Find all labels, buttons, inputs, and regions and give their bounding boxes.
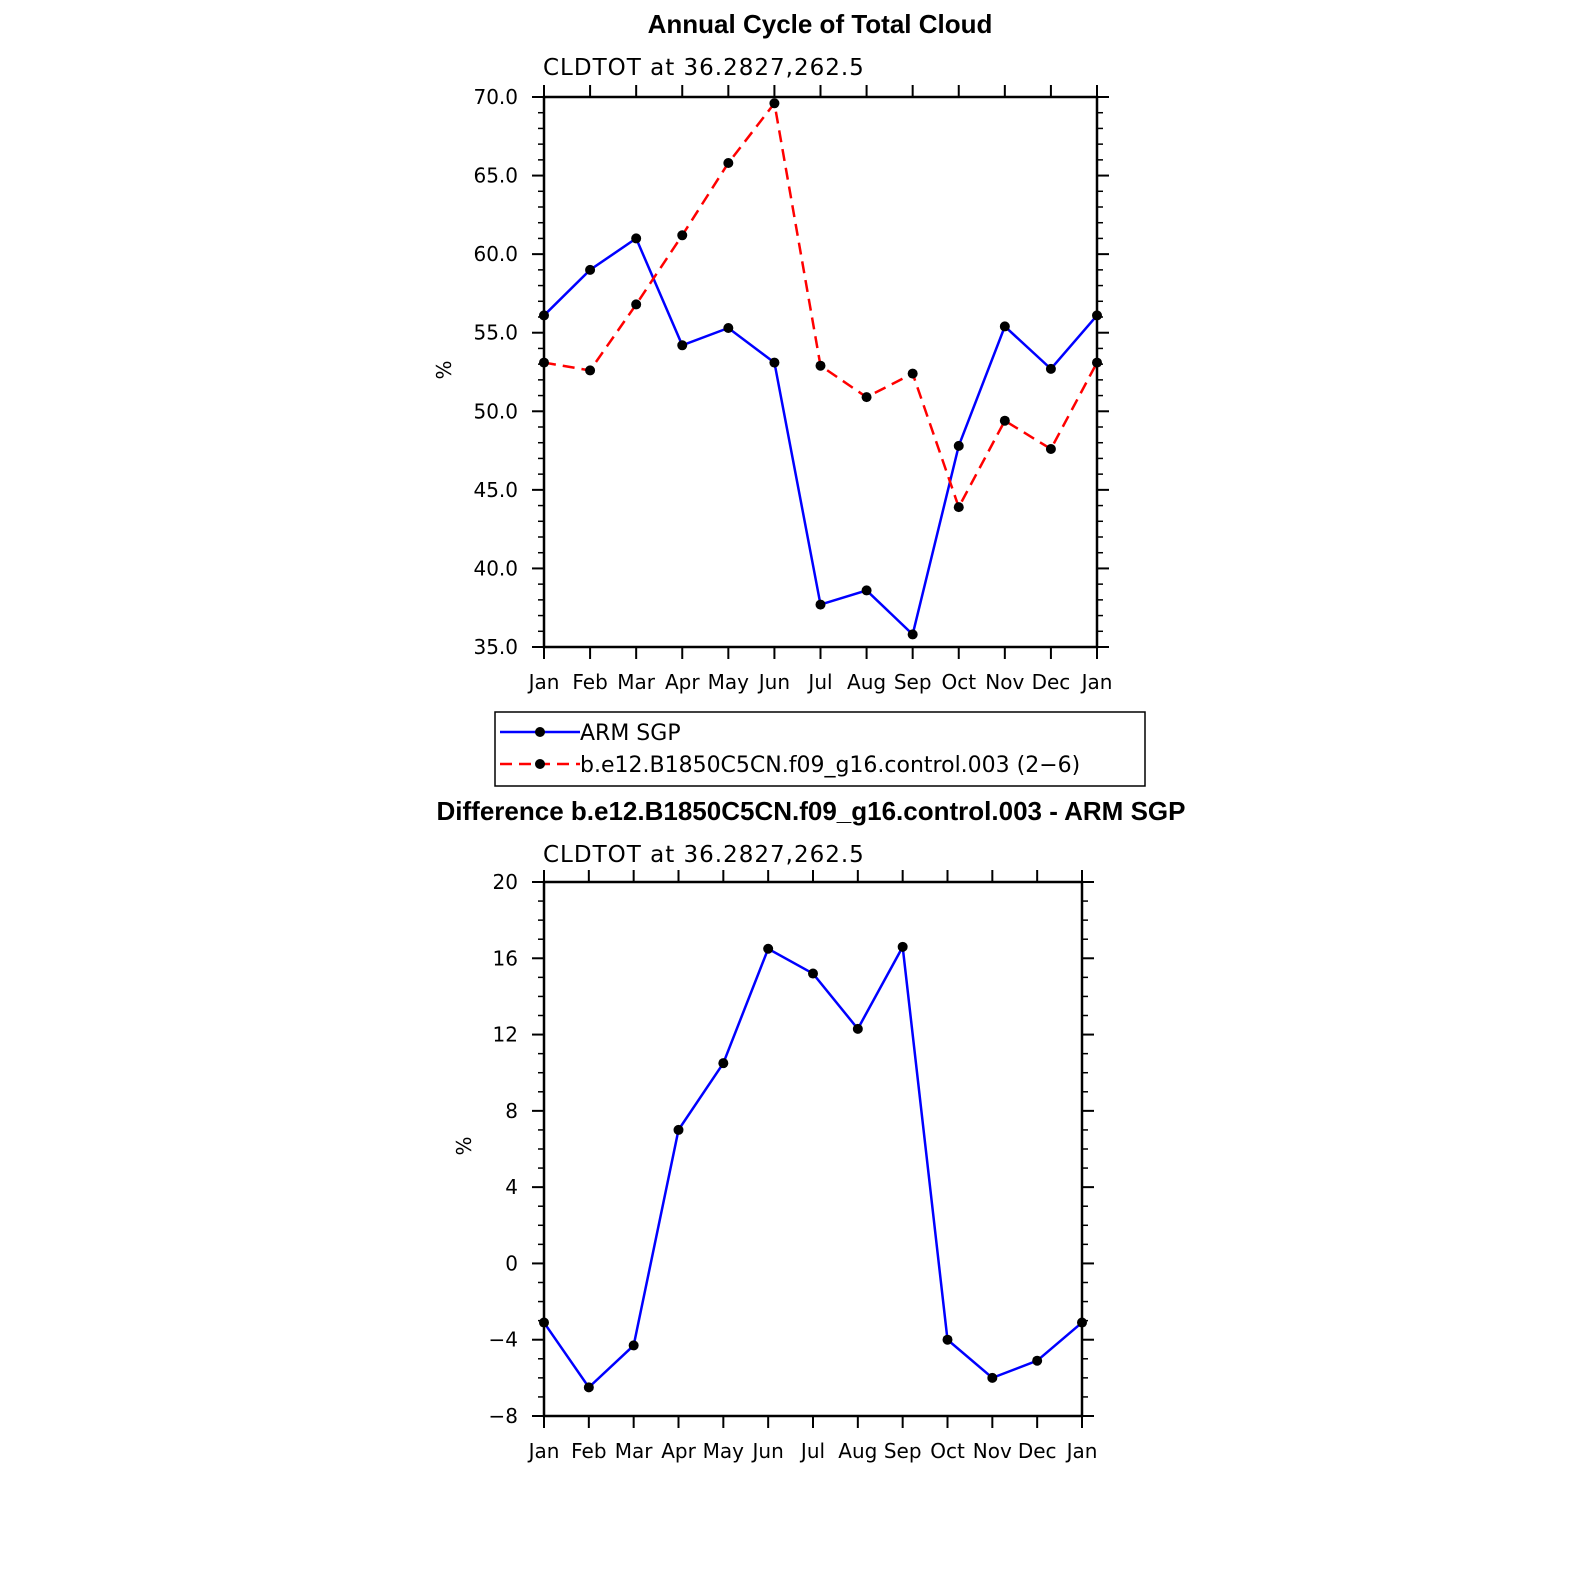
chart2-series-0-point: [763, 943, 774, 954]
chart2-frame: [542, 880, 1084, 1418]
chart1-xtick-label: Sep: [894, 670, 932, 694]
chart1-series-0-point: [769, 357, 780, 368]
legend-box: [494, 711, 1146, 787]
chart1-ytick-label: 55.0: [473, 321, 518, 345]
chart1-xtick-label: Feb: [572, 670, 607, 694]
chart1-title: Annual Cycle of Total Cloud: [648, 9, 993, 39]
chart2-series-0-point: [583, 1382, 594, 1393]
chart2-series-0-point: [808, 968, 818, 979]
chart2-series-0-point: [897, 941, 908, 952]
chart2-ylabel: %: [452, 1136, 476, 1155]
chart1-xtick-label: Aug: [847, 670, 886, 694]
legend-label-1: b.e12.B1850C5CN.f09_g16.control.003 (2−6…: [580, 753, 1080, 778]
chart1-legend: ARM SGP b.e12.B1850C5CN.f09_g16.control.0…: [494, 711, 1146, 787]
chart1-series-line-0: [543, 236, 1098, 637]
chart1-series-1-point: [953, 502, 964, 513]
chart2-xtick-label: Aug: [838, 1439, 877, 1463]
chart2-subtitle: CLDTOT at 36.2827,262.5: [543, 842, 865, 868]
chart2-series-0-point: [628, 1340, 639, 1351]
chart1-xtick-label: Nov: [985, 670, 1024, 694]
chart2-xtick-label: Oct: [930, 1439, 965, 1463]
chart1-series-1-point: [631, 299, 642, 310]
chart1-series-0-point: [861, 585, 872, 596]
chart1-series-0-point: [677, 340, 688, 351]
chart1-series-0-point: [585, 264, 596, 275]
chart1-xtick-label: May: [708, 670, 750, 694]
chart2-ytick-label: 4: [505, 1175, 518, 1199]
chart1-xtick-label: Jan: [1080, 670, 1113, 694]
chart1-series-1-point: [999, 415, 1010, 426]
chart2-series: [539, 941, 1087, 1393]
chart2-xtick-label: Jan: [527, 1439, 560, 1463]
chart1-xtick-label: Dec: [1032, 670, 1071, 694]
chart1-xtick-label: Jun: [757, 670, 790, 694]
difference-chart: Difference b.e12.B1850C5CN.f09_g16.contr…: [437, 796, 1186, 1463]
chart1-series-1-point: [815, 360, 826, 371]
chart1-series-1-point: [907, 368, 918, 379]
chart2-xtick-label: Nov: [973, 1439, 1012, 1463]
chart1-series-1-point: [1045, 444, 1056, 454]
chart2-xtick-label: Jun: [751, 1439, 784, 1463]
chart2-xtick-label: Jan: [1065, 1439, 1098, 1463]
chart2-ytick-label: 12: [493, 1023, 518, 1047]
chart2-series-0-point: [942, 1334, 953, 1345]
chart1-series-1-point: [585, 365, 596, 376]
chart1-subtitle: CLDTOT at 36.2827,262.5: [543, 55, 865, 81]
chart2-ticks: −8 −4 0 4 8 12 16 20 Jan Feb Mar Apr May Jun Jul Aug Sep…: [489, 870, 1098, 1463]
chart2-series-0-point: [1032, 1355, 1043, 1366]
chart1-series-1-point: [723, 158, 734, 168]
chart2-xtick-label: May: [703, 1439, 745, 1463]
chart2-ytick-label: 20: [493, 870, 518, 894]
chart1-ytick-label: 45.0: [473, 478, 518, 502]
chart1-series-0-point: [907, 629, 918, 640]
chart1-ticks: 35.0 40.0 45.0 50.0 55.0 60.0 65.0 70.0 Jan Feb Ma…: [473, 85, 1112, 694]
chart1-xtick-label: Jul: [806, 670, 832, 694]
chart1-series: [539, 98, 1102, 640]
chart1-series-1-point: [861, 392, 872, 403]
chart2-series-0-point: [673, 1124, 684, 1135]
chart1-series-0-point: [953, 440, 964, 451]
chart2-xtick-label: Jul: [799, 1439, 825, 1463]
chart1-ytick-label: 50.0: [473, 399, 518, 423]
chart2-xtick-label: Dec: [1018, 1439, 1057, 1463]
chart1-series-0-point: [999, 321, 1010, 332]
chart2-xtick-label: Sep: [884, 1439, 922, 1463]
chart2-series-line-0: [542, 942, 1083, 1390]
chart1-ytick-label: 35.0: [473, 635, 518, 659]
chart1-series-1-point: [677, 230, 688, 241]
chart1-series-0-point: [723, 323, 734, 333]
chart1-xtick-label: Mar: [617, 670, 656, 694]
chart1-ytick-label: 40.0: [473, 556, 518, 580]
chart1-series-0-point: [631, 233, 642, 244]
chart1-xtick-label: Oct: [941, 670, 976, 694]
legend-marker-1: [535, 759, 545, 769]
legend-label-0: ARM SGP: [580, 721, 681, 746]
annual-cycle-chart: Annual Cycle of Total Cloud CLDTOT at 36…: [432, 9, 1146, 787]
chart2-xtick-label: Mar: [615, 1439, 654, 1463]
chart1-xtick-label: Jan: [527, 670, 560, 694]
chart2-series-0-point: [718, 1058, 729, 1069]
chart1-series-1-point: [769, 98, 780, 109]
chart2-series-0-point: [987, 1372, 998, 1383]
legend-marker-0: [535, 727, 545, 737]
chart1-ytick-label: 60.0: [473, 242, 518, 266]
chart2-title: Difference b.e12.B1850C5CN.f09_g16.contr…: [437, 796, 1186, 826]
chart2-series-0-point: [852, 1023, 863, 1034]
chart1-series-0-point: [815, 599, 826, 610]
chart2-ytick-label: −8: [489, 1404, 518, 1428]
chart1-series-0-point: [1045, 363, 1056, 374]
chart2-ytick-label: −4: [489, 1328, 518, 1352]
chart2-ytick-label: 0: [505, 1251, 518, 1275]
chart1-xtick-label: Apr: [665, 670, 700, 694]
chart1-series-line-1: [543, 100, 1099, 511]
chart2-xtick-label: Feb: [571, 1439, 606, 1463]
chart2-ytick-label: 16: [493, 946, 518, 970]
chart2-ytick-label: 8: [505, 1099, 518, 1123]
chart1-ytick-label: 65.0: [473, 164, 518, 188]
chart2-xtick-label: Apr: [661, 1439, 696, 1463]
chart1-ylabel: %: [432, 360, 456, 379]
chart1-frame: [542, 95, 1099, 649]
chart1-ytick-label: 70.0: [473, 85, 518, 109]
